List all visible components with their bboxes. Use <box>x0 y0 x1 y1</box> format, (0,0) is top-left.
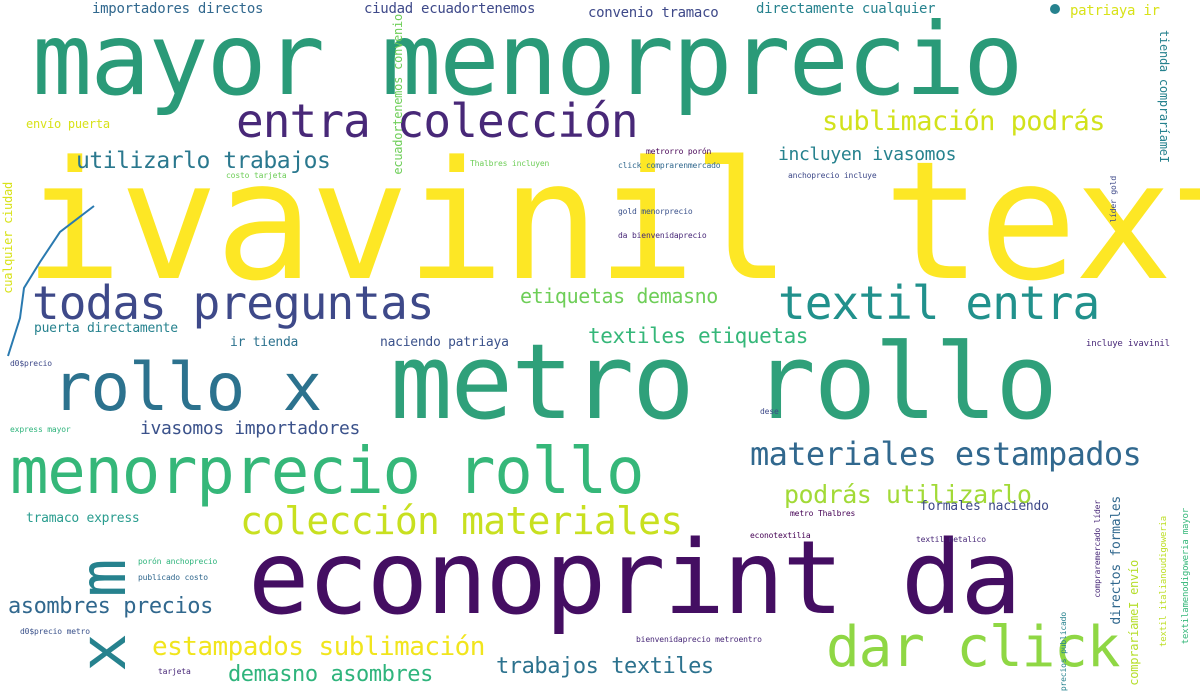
word-ciudad-ecuadortenemos: ciudad ecuadortenemos <box>364 1 536 17</box>
word-econoprint-da: econoprint da <box>248 519 1022 638</box>
word-envio-puerta: envío puerta <box>26 117 110 131</box>
word-dese: dese <box>760 407 779 416</box>
word-etiquetas-demasno: etiquetas demasno <box>520 284 718 308</box>
word-gold-menorprecio: gold menorprecio <box>618 207 693 216</box>
word-tienda-comprariamei: tienda compraríameI <box>1157 30 1171 163</box>
word-puerta-directamente: puerta directamente <box>34 321 178 336</box>
word-textil-metalico: textil metalico <box>916 535 986 544</box>
word-coleccion-materiales: colección materiales <box>240 499 683 543</box>
word-d0precio-metro: d0$precio metro <box>20 627 90 636</box>
word-asombres-precios: asombres precios <box>8 594 213 619</box>
word-costo-tarjeta: costo tarjeta <box>226 171 287 180</box>
word-thalbres-incluyen: Thalbres incluyen <box>470 159 550 168</box>
word-patriaya-ir: patriaya ir <box>1070 3 1160 19</box>
word-tarjeta: tarjeta <box>158 667 191 676</box>
word-express-mayor: express mayor <box>10 425 71 434</box>
word-econotextilia: econotextilia <box>750 531 811 540</box>
word-anchoprecio-incluye: anchoprecio incluye <box>788 171 877 180</box>
word-trabajos-textiles: trabajos textiles <box>496 654 714 679</box>
word-demasno-asombres: demasno asombres <box>228 662 433 687</box>
word-formales-naciendo: formales naciendo <box>920 499 1049 514</box>
word-tramaco-express: tramaco express <box>26 511 140 526</box>
word-sublimacion-podras: sublimación podrás <box>822 106 1105 137</box>
word-estampados-sublimacion: estampados sublimación <box>152 632 485 662</box>
word-incluye-ivavinil: incluye ivavinil <box>1086 339 1170 349</box>
word-directamente-cualquier: directamente cualquier <box>756 1 936 17</box>
word-poron-anchoprecio: porón anchoprecio <box>138 557 218 566</box>
word-bienvenidaprecio-metroentro: bienvenidaprecio metroentro <box>636 635 762 644</box>
word-convenio-tramaco: convenio tramaco <box>588 5 719 21</box>
word-podras-utilizarlo: podrás utilizarlo <box>784 480 1032 509</box>
word-todas-preguntas: todas preguntas <box>32 276 435 330</box>
word-metro-rollo: metro rollo <box>390 321 1058 443</box>
word-metrorro-poron: metrorro porón <box>646 147 712 156</box>
word-materiales-estampados: materiales estampados <box>750 435 1142 473</box>
word-naciendo-patriaya: naciendo patriaya <box>380 335 509 350</box>
word-da-bienvenidaprecio: da bienvenidaprecio <box>618 231 707 240</box>
dot-mark <box>1050 4 1060 14</box>
word-importadores-directos: importadores directos <box>92 1 264 17</box>
word-click-comprarenmercado: click comprarenmercado <box>618 161 721 170</box>
word-d0precio: d0$precio <box>10 359 52 368</box>
word-ivasomos-importadores: ivasomos importadores <box>140 418 361 439</box>
word-entra-coleccion: entra colección <box>236 94 639 148</box>
word-publicado-costo: publicado costo <box>138 573 208 582</box>
word-incluyen-ivasomos: incluyen ivasomos <box>778 144 957 165</box>
word-dar-click: dar click <box>826 615 1120 680</box>
word-ivavinil-textil: ivavinil textil <box>24 126 1200 317</box>
word-ir-tienda: ir tienda <box>230 335 299 350</box>
drawn-stroke-path <box>7 205 95 357</box>
word-menorprecio-rollo: menorprecio rollo <box>10 435 645 509</box>
word-textil-entra: textil entra <box>778 276 1100 330</box>
word-textiles-etiquetas: textiles etiquetas <box>588 324 809 348</box>
word-metro-thalbres: metro Thalbres <box>790 509 856 518</box>
word-utilizarlo-trabajos: utilizarlo trabajos <box>76 148 331 174</box>
word-mayor-menorprecio: mayor menorprecio <box>32 1 1023 118</box>
word-rollo-x: rollo x <box>52 349 322 426</box>
